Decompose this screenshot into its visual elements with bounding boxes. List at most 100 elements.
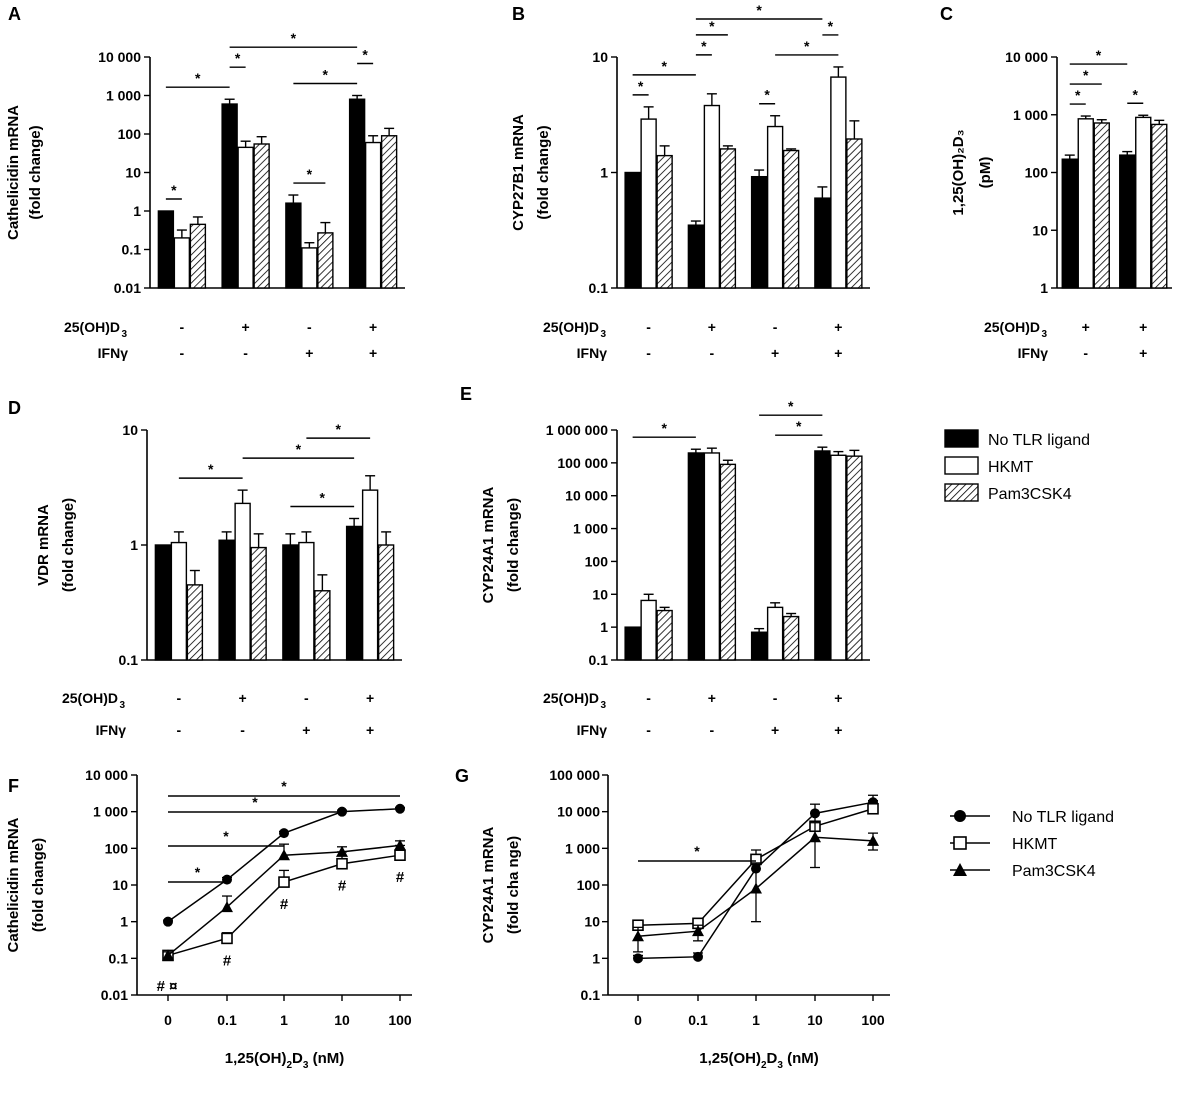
data-point [633, 953, 643, 964]
condition-sign: + [771, 722, 779, 738]
panel-label: A [8, 4, 21, 24]
bar [301, 247, 318, 289]
x-tick-label: 10 [334, 1012, 350, 1028]
y-tick-label: 10 000 [98, 49, 141, 65]
significance-star: * [336, 421, 342, 437]
legend-marker [953, 863, 967, 876]
x-axis-label-part: (nM) [783, 1050, 819, 1067]
condition-sign: + [369, 345, 377, 361]
x-axis-label-part: D [292, 1050, 303, 1067]
bar [298, 541, 315, 661]
bar [766, 125, 784, 289]
x-axis-label-part: 2 [761, 1060, 767, 1071]
bar [1151, 123, 1168, 289]
bar [221, 103, 238, 289]
y-tick-label: 100 [577, 877, 601, 893]
hkmt-significance-marker: # [280, 896, 289, 913]
significance-star: * [756, 2, 762, 18]
condition-sign: - [710, 345, 715, 361]
data-point [278, 849, 290, 861]
y-tick-label: 100 [118, 126, 142, 142]
legend-label: Pam3CSK4 [988, 486, 1072, 503]
y-tick-label: 1 [592, 950, 600, 966]
y-tick-label: 10 [584, 914, 600, 930]
significance-star: * [828, 18, 834, 34]
x-axis-label-part: D [767, 1050, 778, 1067]
condition-sign: + [366, 722, 374, 738]
significance-star: * [701, 38, 707, 54]
condition-sign: - [646, 722, 651, 738]
x-axis-label-part: 3 [303, 1060, 309, 1071]
condition-label-sub: 3 [600, 329, 606, 340]
y-tick-label: 10 000 [557, 804, 600, 820]
condition-sign: + [1082, 319, 1090, 335]
legend-label: Pam3CSK4 [1012, 863, 1096, 880]
x-tick-label: 0 [164, 1012, 172, 1028]
condition-sign: + [302, 722, 310, 738]
legend-label: No TLR ligand [1012, 809, 1114, 826]
data-point [279, 828, 289, 839]
bar [380, 135, 398, 289]
condition-sign: - [1083, 345, 1088, 361]
data-point [336, 845, 348, 857]
x-tick-label: 0.1 [688, 1012, 708, 1028]
bar [830, 454, 847, 661]
y-tick-label: 1 000 [106, 88, 141, 104]
bar [766, 606, 784, 661]
y-tick-label: 10 000 [85, 767, 128, 783]
data-point [750, 882, 762, 894]
bar [285, 202, 302, 289]
x-axis-label-part: 1,25(OH) [699, 1050, 761, 1067]
bar [750, 175, 768, 289]
bar [830, 76, 847, 289]
y-axis-label: (fold change) [60, 498, 77, 592]
significance-star: * [796, 418, 802, 434]
bar [640, 599, 657, 661]
y-axis-label: (fold change) [505, 498, 522, 592]
x-axis-label: 1,25(OH)2D3 (nM) [225, 1050, 344, 1071]
y-axis-label: VDR mRNA [35, 504, 52, 586]
significance-star: * [362, 47, 368, 63]
y-tick-label: 100 000 [549, 767, 600, 783]
data-point [221, 932, 233, 945]
data-point [278, 876, 290, 888]
bar [703, 104, 721, 289]
x-axis-label: 1,25(OH)2D3 (nM) [699, 1050, 818, 1071]
bar [170, 541, 188, 661]
condition-label: IFNγ [1018, 345, 1049, 361]
data-point [809, 831, 821, 843]
significance-star: * [223, 828, 229, 844]
significance-star: * [788, 398, 794, 414]
y-axis-label: CYP27B1 mRNA [510, 114, 527, 231]
condition-sign: + [834, 319, 842, 335]
condition-sign: - [180, 319, 185, 335]
panel-A: A 0.01 0.1 1 10 100 1 000 10 000 Cathelicidin mR… [5, 4, 405, 361]
x-tick-label: 1 [752, 1012, 760, 1028]
bar [1093, 122, 1110, 289]
significance-star: * [1096, 47, 1102, 63]
significance-star: * [281, 778, 287, 794]
y-tick-label: 10 000 [565, 488, 608, 504]
condition-sign: + [366, 690, 374, 706]
bar [314, 590, 331, 661]
y-tick-label: 1 [130, 537, 138, 553]
legend-swatch [944, 483, 979, 502]
y-tick-label: 0.1 [589, 280, 609, 296]
data-point [162, 949, 174, 961]
y-axis-label: (fold change) [30, 838, 47, 932]
condition-sign: + [834, 722, 842, 738]
hkmt-significance-marker: # [338, 878, 347, 895]
bar [687, 224, 705, 289]
significance-star: * [1133, 86, 1139, 102]
y-tick-label: 0.01 [114, 280, 141, 296]
condition-sign: + [708, 319, 716, 335]
y-tick-label: 1 000 [93, 804, 128, 820]
y-tick-label: 1 [1040, 280, 1048, 296]
y-tick-label: 1 [120, 914, 128, 930]
condition-sign: - [243, 345, 248, 361]
condition-sign: - [180, 345, 185, 361]
bar [234, 502, 251, 661]
bar [1119, 154, 1136, 289]
significance-star: * [323, 67, 329, 83]
y-tick-label: 0.1 [109, 950, 129, 966]
